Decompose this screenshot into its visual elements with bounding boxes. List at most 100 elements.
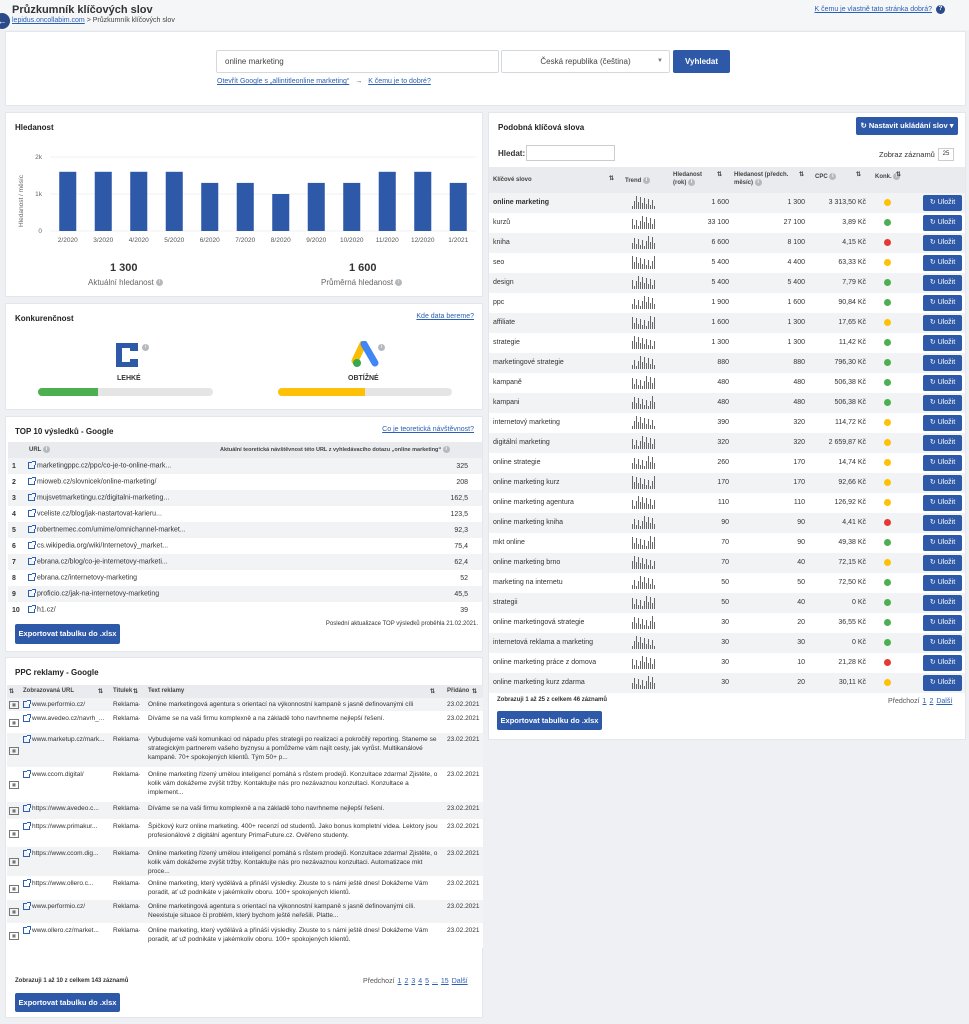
result-url[interactable]: ebrana.cz/blog/co-je-internetovy-marketi… <box>26 554 326 570</box>
ad-url[interactable]: https://www.avedeo.c... <box>23 804 109 820</box>
page-link[interactable]: 2 <box>929 698 934 705</box>
save-keyword-button[interactable]: ↻ Uložit <box>923 415 962 431</box>
col-ad-text[interactable]: Text reklamy <box>148 688 185 694</box>
similar-export-button[interactable]: Exportovat tabulku do .xlsx <box>497 711 602 730</box>
keyword[interactable]: online marketing práce z domova <box>493 659 597 666</box>
volume-bar[interactable] <box>272 194 290 231</box>
result-url[interactable]: mujsvetmarketingu.cz/digitalni-marketing… <box>26 490 326 506</box>
result-url[interactable]: robertnemec.com/umime/omnichannel-market… <box>26 522 326 538</box>
keyword[interactable]: online marketing brno <box>493 559 561 566</box>
volume-bar[interactable] <box>414 171 432 231</box>
save-keyword-button[interactable]: ↻ Uložit <box>923 575 962 591</box>
breadcrumb-home-link[interactable]: lepidus.oncollabim.com <box>12 17 85 24</box>
save-keyword-button[interactable]: ↻ Uložit <box>923 315 962 331</box>
result-url[interactable]: cs.wikipedia.org/wiki/Internetový_market… <box>26 538 326 554</box>
back-arrow-icon[interactable]: ← <box>0 13 10 29</box>
save-keyword-button[interactable]: ↻ Uložit <box>923 635 962 651</box>
volume-bar[interactable] <box>378 171 396 231</box>
result-url[interactable]: marketingppc.cz/ppc/co-je-to-online-mark… <box>26 458 326 474</box>
col-year-volume[interactable]: Hledanost (rok) i <box>673 172 703 187</box>
col-cpc[interactable]: CPC i <box>815 173 837 180</box>
volume-bar[interactable] <box>59 171 77 231</box>
ad-url[interactable]: www.performio.cz/ <box>23 902 109 924</box>
volume-bar[interactable] <box>130 171 148 231</box>
save-keyword-button[interactable]: ↻ Uložit <box>923 455 962 471</box>
volume-bar[interactable] <box>236 182 254 231</box>
ad-preview-icon[interactable]: ▦ <box>9 884 19 893</box>
ad-preview-icon[interactable]: ▦ <box>9 908 19 916</box>
save-keyword-button[interactable]: ↻ Uložit <box>923 595 962 611</box>
ad-preview-icon[interactable]: ▦ <box>9 746 19 755</box>
save-keyword-button[interactable]: ↻ Uložit <box>923 355 962 371</box>
page-link[interactable]: 2 <box>404 978 409 985</box>
top10-export-button[interactable]: Exportovat tabulku do .xlsx <box>15 624 120 644</box>
theoretical-traffic-link[interactable]: Co je teoretická návštěvnost? <box>382 426 474 433</box>
google-allintitle-link[interactable]: Otevřít Google s „allintitleonline marke… <box>217 78 350 85</box>
result-url[interactable]: mioweb.cz/slovnicek/online-marketing/ <box>26 474 326 490</box>
save-keyword-button[interactable]: ↻ Uložit <box>923 195 962 211</box>
result-url[interactable]: h1.cz/ <box>26 602 326 618</box>
next-page[interactable]: Další <box>451 978 468 985</box>
ad-url[interactable]: www.marketup.cz/mark... <box>23 735 109 768</box>
save-keyword-button[interactable]: ↻ Uložit <box>923 615 962 631</box>
save-keyword-button[interactable]: ↻ Uložit <box>923 435 962 451</box>
volume-bar[interactable] <box>165 171 183 231</box>
col-competition[interactable]: Konk. i <box>875 173 901 180</box>
page-link[interactable]: ... <box>432 978 438 985</box>
save-keyword-button[interactable]: ↻ Uložit <box>923 475 962 491</box>
col-displayed-url[interactable]: Zobrazovaná URL <box>23 688 75 694</box>
keyword[interactable]: internetová reklama a marketing <box>493 639 593 646</box>
page-link[interactable]: 1 <box>922 698 927 705</box>
save-keyword-button[interactable]: ↻ Uložit <box>923 395 962 411</box>
save-keyword-button[interactable]: ↻ Uložit <box>923 255 962 271</box>
col-added[interactable]: Přidáno <box>447 688 470 694</box>
next-page[interactable]: Další <box>936 698 953 705</box>
col-keyword[interactable]: Klíčové slovo <box>493 177 532 183</box>
keyword[interactable]: online marketing <box>493 199 550 206</box>
save-keyword-button[interactable]: ↻ Uložit <box>923 295 962 311</box>
filter-input[interactable] <box>526 145 615 161</box>
keyword[interactable]: ppc <box>493 299 505 306</box>
ad-preview-icon[interactable]: ▦ <box>9 781 19 789</box>
save-keyword-button[interactable]: ↻ Uložit <box>923 275 962 291</box>
save-keyword-button[interactable]: ↻ Uložit <box>923 555 962 571</box>
ad-url[interactable]: www.avedeo.cz/navrh_... <box>23 714 109 733</box>
keyword[interactable]: online marketing kurz zdarma <box>493 679 585 686</box>
result-url[interactable]: proficio.cz/jak-na-internetovy-marketing <box>26 586 326 602</box>
page-link[interactable]: 1 <box>397 978 402 985</box>
keyword[interactable]: online marketing kniha <box>493 519 564 526</box>
keyword[interactable]: kampani <box>493 399 520 406</box>
keyword[interactable]: marketing na internetu <box>493 579 563 586</box>
volume-bar[interactable] <box>307 182 325 231</box>
save-keyword-button[interactable]: ↻ Uložit <box>923 655 962 671</box>
volume-bar[interactable] <box>449 182 467 231</box>
ad-url[interactable]: www.ccom.digital/ <box>23 770 109 802</box>
word-saving-settings-button[interactable]: ↻ Nastavit ukládání slov ▾ <box>856 117 958 135</box>
save-keyword-button[interactable]: ↻ Uložit <box>923 215 962 231</box>
page-link[interactable]: 15 <box>440 978 449 985</box>
keyword[interactable]: strategii <box>493 599 518 606</box>
search-button[interactable]: Vyhledat <box>673 50 730 73</box>
result-url[interactable]: vceliste.cz/blog/jak-nastartovat-karieru… <box>26 506 326 522</box>
page-link[interactable]: 4 <box>418 978 423 985</box>
keyword[interactable]: online marketing agentura <box>493 499 574 506</box>
why-link[interactable]: K čemu je to dobré? <box>368 78 431 85</box>
keyword[interactable]: affiliate <box>493 319 516 326</box>
ad-url[interactable]: www.performio.cz/ <box>23 700 109 712</box>
keyword[interactable]: online marketingová strategie <box>493 619 585 626</box>
ad-preview-icon[interactable]: ▦ <box>9 858 19 866</box>
ad-preview-icon[interactable]: ▦ <box>9 932 19 940</box>
keyword[interactable]: design <box>493 279 514 286</box>
save-keyword-button[interactable]: ↻ Uložit <box>923 375 962 391</box>
ppc-export-button[interactable]: Exportovat tabulku do .xlsx <box>15 993 120 1012</box>
volume-bar[interactable] <box>201 182 219 231</box>
save-keyword-button[interactable]: ↻ Uložit <box>923 675 962 691</box>
ad-preview-icon[interactable]: ▦ <box>9 829 19 838</box>
col-ad-title[interactable]: Titulek <box>113 688 133 694</box>
keyword[interactable]: strategie <box>493 339 520 346</box>
ad-preview-icon[interactable]: ▦ <box>9 701 19 709</box>
keyword[interactable]: internetový marketing <box>493 419 560 426</box>
help-link[interactable]: K čemu je vlastně tato stránka dobrá? <box>814 6 932 13</box>
save-keyword-button[interactable]: ↻ Uložit <box>923 535 962 551</box>
keyword[interactable]: online marketing kurz <box>493 479 560 486</box>
